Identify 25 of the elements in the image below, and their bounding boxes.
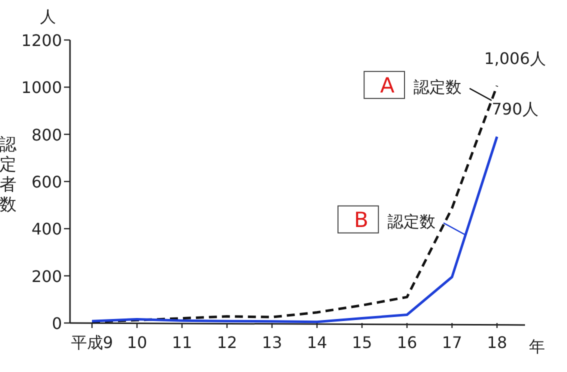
legend-label: A 認定数 [380, 73, 462, 98]
x-tick-label: 18 [486, 333, 508, 352]
line-series [90, 135, 498, 324]
y-tick-label: 600 [31, 172, 62, 192]
x-tick-label: 15 [352, 333, 372, 352]
x-tick-label: 16 [396, 333, 418, 352]
y-tick-label: 400 [31, 220, 62, 239]
x-tick-label: 11 [172, 333, 192, 352]
y-tick-label: 1200 [21, 31, 62, 50]
x-tick-label: 14 [306, 333, 328, 352]
annotation: 1,006人 [484, 48, 546, 68]
text: 人 [40, 7, 56, 26]
y-tick-label: 1000 [21, 78, 62, 98]
x-tick-label: 13 [262, 333, 282, 352]
x-tick-label: 17 [442, 333, 462, 352]
y-tick-label: 200 [31, 266, 62, 286]
legend-label: B 認定数 [354, 208, 436, 232]
y-axis-title: 認定者数 [0, 135, 16, 215]
x-tick-label: 12 [216, 333, 238, 352]
x-axis-title: 年 [529, 337, 545, 356]
annotation: 790人 [492, 100, 538, 119]
y-tick-label: 0 [52, 314, 62, 333]
x-tick-label: 10 [126, 333, 148, 352]
y-tick-label: 800 [31, 125, 62, 144]
x-tick-label: 平成9 [70, 333, 114, 352]
